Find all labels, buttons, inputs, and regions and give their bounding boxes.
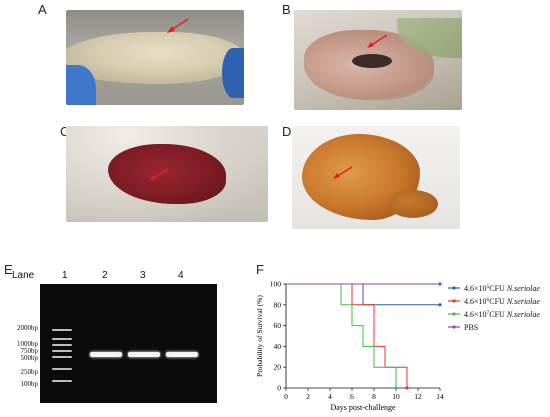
series-end-point-1 bbox=[438, 303, 442, 307]
gel-image bbox=[40, 284, 217, 403]
sample-band-lane-4 bbox=[166, 352, 198, 357]
y-tick-label: 60 bbox=[274, 321, 282, 330]
y-axis-label: Probability of Survival (%) bbox=[255, 295, 264, 377]
sample-band-lane-3 bbox=[128, 352, 160, 357]
x-tick-label: 0 bbox=[284, 392, 288, 401]
ladder-label-250bp: 250bp bbox=[20, 368, 39, 376]
ladder-band bbox=[52, 380, 72, 382]
photo-fish-dissected bbox=[294, 10, 462, 110]
panel-letter-b: B bbox=[282, 2, 291, 17]
lane-label-4: 4 bbox=[178, 270, 184, 281]
series-line-2 bbox=[286, 283, 408, 388]
lane-label-3: 3 bbox=[140, 270, 146, 281]
ladder-label-2000bp: 2000bp bbox=[17, 324, 38, 332]
x-tick-label: 8 bbox=[372, 392, 376, 401]
ladder-band bbox=[52, 368, 72, 370]
arrow-icon bbox=[333, 166, 353, 179]
sample-band-lane-2 bbox=[90, 352, 122, 357]
x-tick-label: 10 bbox=[392, 392, 400, 401]
lane-label-2: 2 bbox=[102, 270, 108, 281]
fish-organ bbox=[352, 54, 392, 68]
y-tick-label: 100 bbox=[270, 280, 282, 289]
series-end-point-3 bbox=[394, 386, 398, 390]
panel-letter-c: C bbox=[60, 124, 70, 139]
panel-letter-e: E bbox=[4, 262, 13, 277]
y-tick-label: 20 bbox=[274, 363, 282, 372]
arrow-icon bbox=[367, 34, 388, 48]
legend-marker-3 bbox=[452, 312, 456, 316]
x-tick-label: 12 bbox=[414, 392, 422, 401]
chart-axes: 0 2 4 6 8 10 12 14 0 20 40 60 80 100 Days post-challen… bbox=[255, 280, 444, 413]
survival-chart: 0 2 4 6 8 10 12 14 0 20 40 60 80 100 Days post-challen… bbox=[255, 280, 540, 413]
legend-label-4: PBS bbox=[464, 323, 478, 332]
y-tick-label: 40 bbox=[274, 342, 282, 351]
ladder-band bbox=[52, 350, 72, 352]
ladder-label-100bp: 100bp bbox=[20, 380, 39, 388]
arrow-icon bbox=[149, 168, 169, 181]
legend-label-1: 4.6×105CFU N.seriolae bbox=[464, 284, 540, 293]
legend-marker-1 bbox=[452, 286, 456, 290]
ladder-label-750bp: 750bp bbox=[20, 347, 39, 355]
legend-label-3: 4.6×107CFU N.seriolae bbox=[464, 310, 540, 319]
lane-label-1: 1 bbox=[62, 270, 68, 281]
panel-letter-f: F bbox=[256, 262, 264, 277]
blue-glove bbox=[66, 65, 96, 105]
ladder-band bbox=[52, 356, 72, 358]
legend-marker-4 bbox=[452, 325, 456, 329]
lane-title: Lane bbox=[12, 270, 35, 281]
x-tick-label: 2 bbox=[306, 392, 310, 401]
photo-liver bbox=[66, 126, 268, 222]
series-end-point-2 bbox=[405, 386, 409, 390]
series-end-point-4 bbox=[438, 282, 442, 286]
y-tick-label: 0 bbox=[277, 384, 281, 393]
y-tick-label: 80 bbox=[274, 300, 282, 309]
ladder-band bbox=[52, 329, 72, 331]
chart-series bbox=[286, 282, 442, 390]
photo-kidney bbox=[292, 126, 460, 229]
ladder-label-500bp: 500bp bbox=[20, 354, 39, 362]
x-tick-label: 6 bbox=[350, 392, 354, 401]
photo-fish-exterior bbox=[66, 10, 244, 105]
series-line-1 bbox=[286, 283, 440, 306]
blue-glove-right bbox=[222, 48, 244, 98]
chart-legend: 4.6×105CFU N.seriolae 4.6×106CFU N.seriol… bbox=[448, 284, 540, 332]
series-line-3 bbox=[286, 283, 397, 388]
fish-body bbox=[66, 32, 244, 84]
legend-marker-2 bbox=[452, 299, 456, 303]
kidney-lobe bbox=[388, 190, 438, 218]
fish-liver bbox=[108, 144, 226, 204]
x-tick-label: 14 bbox=[436, 392, 444, 401]
ladder-band bbox=[52, 344, 72, 346]
ladder-label-1000bp: 1000bp bbox=[17, 340, 38, 348]
x-axis-label: Days post-challenge bbox=[330, 403, 396, 412]
x-tick-label: 4 bbox=[328, 392, 332, 401]
ladder-band bbox=[52, 338, 72, 340]
panel-letter-a: A bbox=[38, 2, 47, 17]
arrow-icon bbox=[167, 18, 189, 33]
legend-label-2: 4.6×106CFU N.seriolae bbox=[464, 297, 540, 306]
panel-letter-d: D bbox=[282, 124, 292, 139]
